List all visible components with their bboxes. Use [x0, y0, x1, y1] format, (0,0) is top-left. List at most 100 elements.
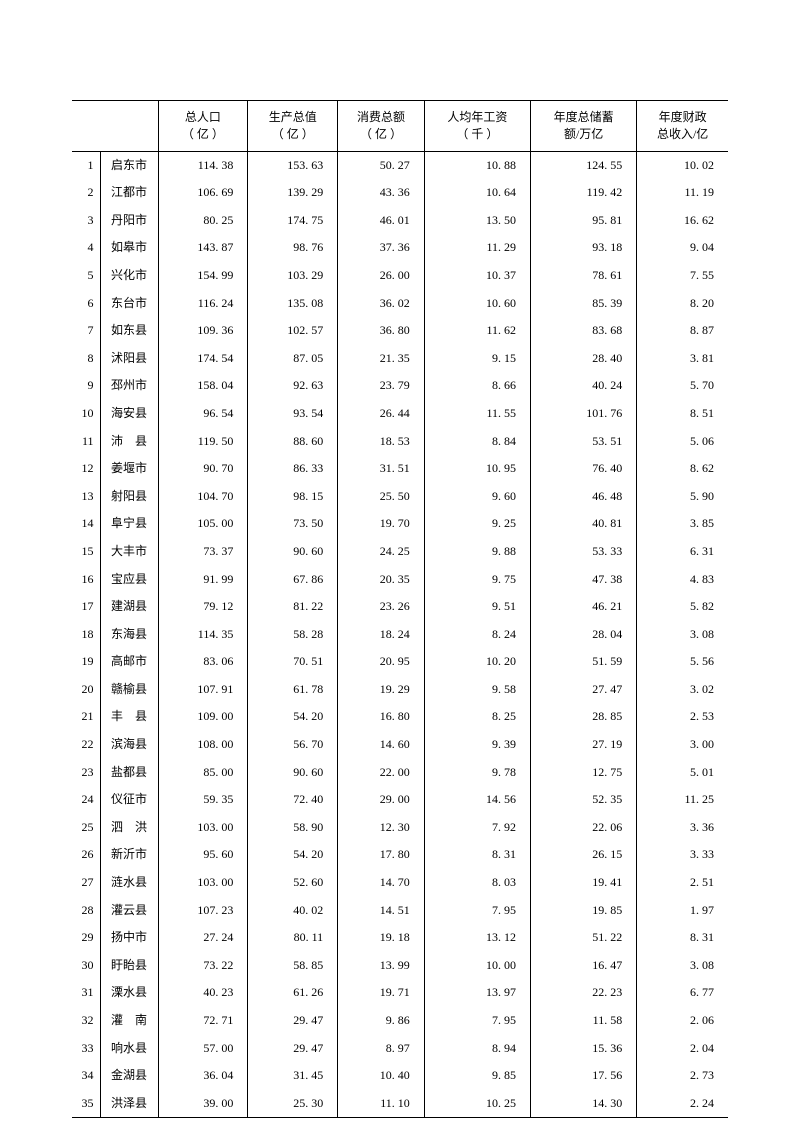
cell-savings: 47. 38 — [531, 566, 637, 594]
cell-pop: 103. 00 — [158, 869, 248, 897]
cell-consume: 10. 40 — [338, 1062, 425, 1090]
cell-savings: 27. 19 — [531, 731, 637, 759]
cell-fiscal: 3. 85 — [637, 510, 728, 538]
cell-name: 泗 洪 — [100, 814, 158, 842]
cell-idx: 3 — [72, 207, 100, 235]
cell-wage: 7. 95 — [424, 897, 530, 925]
cell-name: 宝应县 — [100, 566, 158, 594]
cell-fiscal: 5. 56 — [637, 648, 728, 676]
cell-name: 灌云县 — [100, 897, 158, 925]
cell-fiscal: 3. 08 — [637, 952, 728, 980]
cell-pop: 72. 71 — [158, 1007, 248, 1035]
cell-name: 响水县 — [100, 1035, 158, 1063]
cell-gdp: 88. 60 — [248, 428, 338, 456]
cell-gdp: 93. 54 — [248, 400, 338, 428]
cell-idx: 19 — [72, 648, 100, 676]
table-row: 3丹阳市80. 25174. 7546. 0113. 5095. 8116. 6… — [72, 207, 728, 235]
cell-pop: 109. 36 — [158, 317, 248, 345]
cell-savings: 51. 59 — [531, 648, 637, 676]
cell-consume: 21. 35 — [338, 345, 425, 373]
cell-idx: 8 — [72, 345, 100, 373]
cell-savings: 12. 75 — [531, 759, 637, 787]
cell-gdp: 174. 75 — [248, 207, 338, 235]
cell-idx: 23 — [72, 759, 100, 787]
cell-name: 兴化市 — [100, 262, 158, 290]
cell-savings: 53. 33 — [531, 538, 637, 566]
cell-name: 高邮市 — [100, 648, 158, 676]
cell-idx: 17 — [72, 593, 100, 621]
cell-pop: 79. 12 — [158, 593, 248, 621]
cell-gdp: 98. 15 — [248, 483, 338, 511]
cell-savings: 83. 68 — [531, 317, 637, 345]
header-idx — [72, 101, 100, 152]
cell-name: 如皋市 — [100, 234, 158, 262]
table-row: 6东台市116. 24135. 0836. 0210. 6085. 398. 2… — [72, 290, 728, 318]
cell-wage: 9. 15 — [424, 345, 530, 373]
cell-pop: 106. 69 — [158, 179, 248, 207]
cell-pop: 105. 00 — [158, 510, 248, 538]
cell-wage: 7. 95 — [424, 1007, 530, 1035]
table-row: 31溧水县40. 2361. 2619. 7113. 9722. 236. 77 — [72, 979, 728, 1007]
cell-idx: 16 — [72, 566, 100, 594]
cell-pop: 114. 35 — [158, 621, 248, 649]
cell-pop: 73. 22 — [158, 952, 248, 980]
cell-fiscal: 8. 51 — [637, 400, 728, 428]
cell-pop: 108. 00 — [158, 731, 248, 759]
cell-gdp: 98. 76 — [248, 234, 338, 262]
cell-consume: 23. 26 — [338, 593, 425, 621]
table-header: 总人口（ 亿 ） 生产总值（ 亿 ） 消费总额（ 亿 ） 人均年工资（ 千 ） … — [72, 101, 728, 152]
table-row: 18东海县114. 3558. 2818. 248. 2428. 043. 08 — [72, 621, 728, 649]
cell-idx: 14 — [72, 510, 100, 538]
table-row: 25泗 洪103. 0058. 9012. 307. 9222. 063. 36 — [72, 814, 728, 842]
cell-gdp: 61. 26 — [248, 979, 338, 1007]
cell-name: 灌 南 — [100, 1007, 158, 1035]
table-row: 14阜宁县105. 0073. 5019. 709. 2540. 813. 85 — [72, 510, 728, 538]
cell-idx: 31 — [72, 979, 100, 1007]
cell-fiscal: 3. 08 — [637, 621, 728, 649]
cell-idx: 20 — [72, 676, 100, 704]
cell-wage: 13. 12 — [424, 924, 530, 952]
table-row: 30盱眙县73. 2258. 8513. 9910. 0016. 473. 08 — [72, 952, 728, 980]
cell-idx: 4 — [72, 234, 100, 262]
cell-consume: 36. 02 — [338, 290, 425, 318]
cell-gdp: 61. 78 — [248, 676, 338, 704]
cell-consume: 14. 70 — [338, 869, 425, 897]
table-row: 2江都市106. 69139. 2943. 3610. 64119. 4211.… — [72, 179, 728, 207]
cell-consume: 20. 35 — [338, 566, 425, 594]
cell-consume: 20. 95 — [338, 648, 425, 676]
cell-gdp: 153. 63 — [248, 151, 338, 179]
cell-idx: 34 — [72, 1062, 100, 1090]
cell-pop: 90. 70 — [158, 455, 248, 483]
cell-pop: 36. 04 — [158, 1062, 248, 1090]
cell-gdp: 56. 70 — [248, 731, 338, 759]
cell-pop: 154. 99 — [158, 262, 248, 290]
cell-fiscal: 4. 83 — [637, 566, 728, 594]
header-fiscal: 年度财政总收入/亿 — [637, 101, 728, 152]
cell-wage: 9. 60 — [424, 483, 530, 511]
cell-wage: 9. 25 — [424, 510, 530, 538]
cell-consume: 11. 10 — [338, 1090, 425, 1118]
cell-name: 沛 县 — [100, 428, 158, 456]
cell-fiscal: 8. 62 — [637, 455, 728, 483]
cell-wage: 9. 75 — [424, 566, 530, 594]
cell-gdp: 29. 47 — [248, 1007, 338, 1035]
cell-gdp: 92. 63 — [248, 372, 338, 400]
cell-pop: 107. 91 — [158, 676, 248, 704]
table-row: 16宝应县91. 9967. 8620. 359. 7547. 384. 83 — [72, 566, 728, 594]
cell-wage: 10. 20 — [424, 648, 530, 676]
table-row: 11沛 县119. 5088. 6018. 538. 8453. 515. 06 — [72, 428, 728, 456]
cell-idx: 21 — [72, 703, 100, 731]
cell-name: 仪征市 — [100, 786, 158, 814]
cell-consume: 24. 25 — [338, 538, 425, 566]
cell-gdp: 40. 02 — [248, 897, 338, 925]
cell-savings: 52. 35 — [531, 786, 637, 814]
cell-savings: 46. 21 — [531, 593, 637, 621]
cell-name: 大丰市 — [100, 538, 158, 566]
cell-consume: 8. 97 — [338, 1035, 425, 1063]
cell-gdp: 25. 30 — [248, 1090, 338, 1118]
cell-wage: 9. 58 — [424, 676, 530, 704]
cell-idx: 27 — [72, 869, 100, 897]
cell-fiscal: 7. 55 — [637, 262, 728, 290]
cell-gdp: 58. 28 — [248, 621, 338, 649]
cell-fiscal: 2. 53 — [637, 703, 728, 731]
